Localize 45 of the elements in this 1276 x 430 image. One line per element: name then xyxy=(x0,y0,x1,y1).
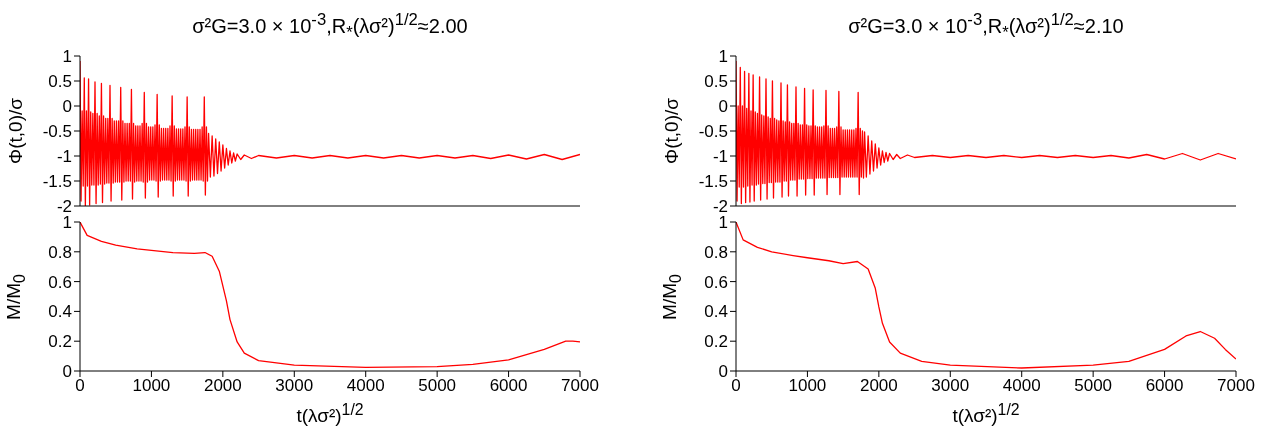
x-tick-label: 2000 xyxy=(203,376,242,396)
y-tick-label: -1.5 xyxy=(42,172,72,192)
chart-title: σ²G=3.0 × 10$^{-3}$,R$_{*}$(λσ²)$^{1/2}$≈2.10 xyxy=(847,10,1125,43)
y-tick-label: 0.4 xyxy=(48,302,72,322)
y-tick-label: 0 xyxy=(62,97,72,117)
y-tick-label: -1.5 xyxy=(698,172,728,192)
x-axis-title: t(λσ²)$^{1/2}$ xyxy=(295,401,365,428)
x-tick-label: 6000 xyxy=(1145,376,1184,396)
line-series xyxy=(80,222,580,368)
x-tick-label: 0 xyxy=(75,376,85,396)
y-tick-label: 0 xyxy=(718,97,728,117)
y-tick-label: 0.8 xyxy=(48,242,72,262)
y-tick-label: 0.2 xyxy=(48,332,72,352)
x-tick-label: 1000 xyxy=(788,376,827,396)
x-tick-label: 7000 xyxy=(1217,376,1255,396)
x-tick-label: 5000 xyxy=(1074,376,1113,396)
x-axis-title: t(λσ²)$^{1/2}$ xyxy=(951,401,1021,428)
y-axis-title: Φ(t,0)/σ xyxy=(661,98,683,164)
y-tick-label: 0.6 xyxy=(48,272,72,292)
y-tick-label: 1 xyxy=(718,47,728,67)
x-tick-label: 3000 xyxy=(931,376,970,396)
y-tick-label: 0.8 xyxy=(704,242,728,262)
y-tick-label: 0.5 xyxy=(704,72,728,92)
y-tick-label: 1 xyxy=(62,47,72,67)
y-tick-label: -0.5 xyxy=(42,122,72,142)
y-tick-label: -1 xyxy=(712,147,728,167)
x-tick-label: 4000 xyxy=(346,376,385,396)
x-tick-label: 5000 xyxy=(418,376,457,396)
x-tick-label: 4000 xyxy=(1002,376,1041,396)
x-tick-label: 0 xyxy=(731,376,741,396)
y-tick-label: 0.4 xyxy=(704,302,728,322)
x-tick-label: 3000 xyxy=(275,376,314,396)
y-tick-label: 0.2 xyxy=(704,332,728,352)
y-tick-label: 0.5 xyxy=(48,72,72,92)
chart-title: σ²G=3.0 × 10$^{-3}$,R$_{*}$(λσ²)$^{1/2}$≈2.00 xyxy=(191,10,469,43)
y-tick-label: 0.6 xyxy=(704,272,728,292)
x-tick-label: 2000 xyxy=(859,376,898,396)
y-tick-label: -1 xyxy=(56,147,72,167)
y-axis-title: Φ(t,0)/σ xyxy=(5,98,27,164)
x-tick-label: 6000 xyxy=(489,376,528,396)
x-tick-label: 7000 xyxy=(561,376,599,396)
y-tick-label: 0 xyxy=(62,362,72,382)
y-tick-label: -0.5 xyxy=(698,122,728,142)
x-tick-label: 1000 xyxy=(132,376,171,396)
y-tick-label: 0 xyxy=(718,362,728,382)
